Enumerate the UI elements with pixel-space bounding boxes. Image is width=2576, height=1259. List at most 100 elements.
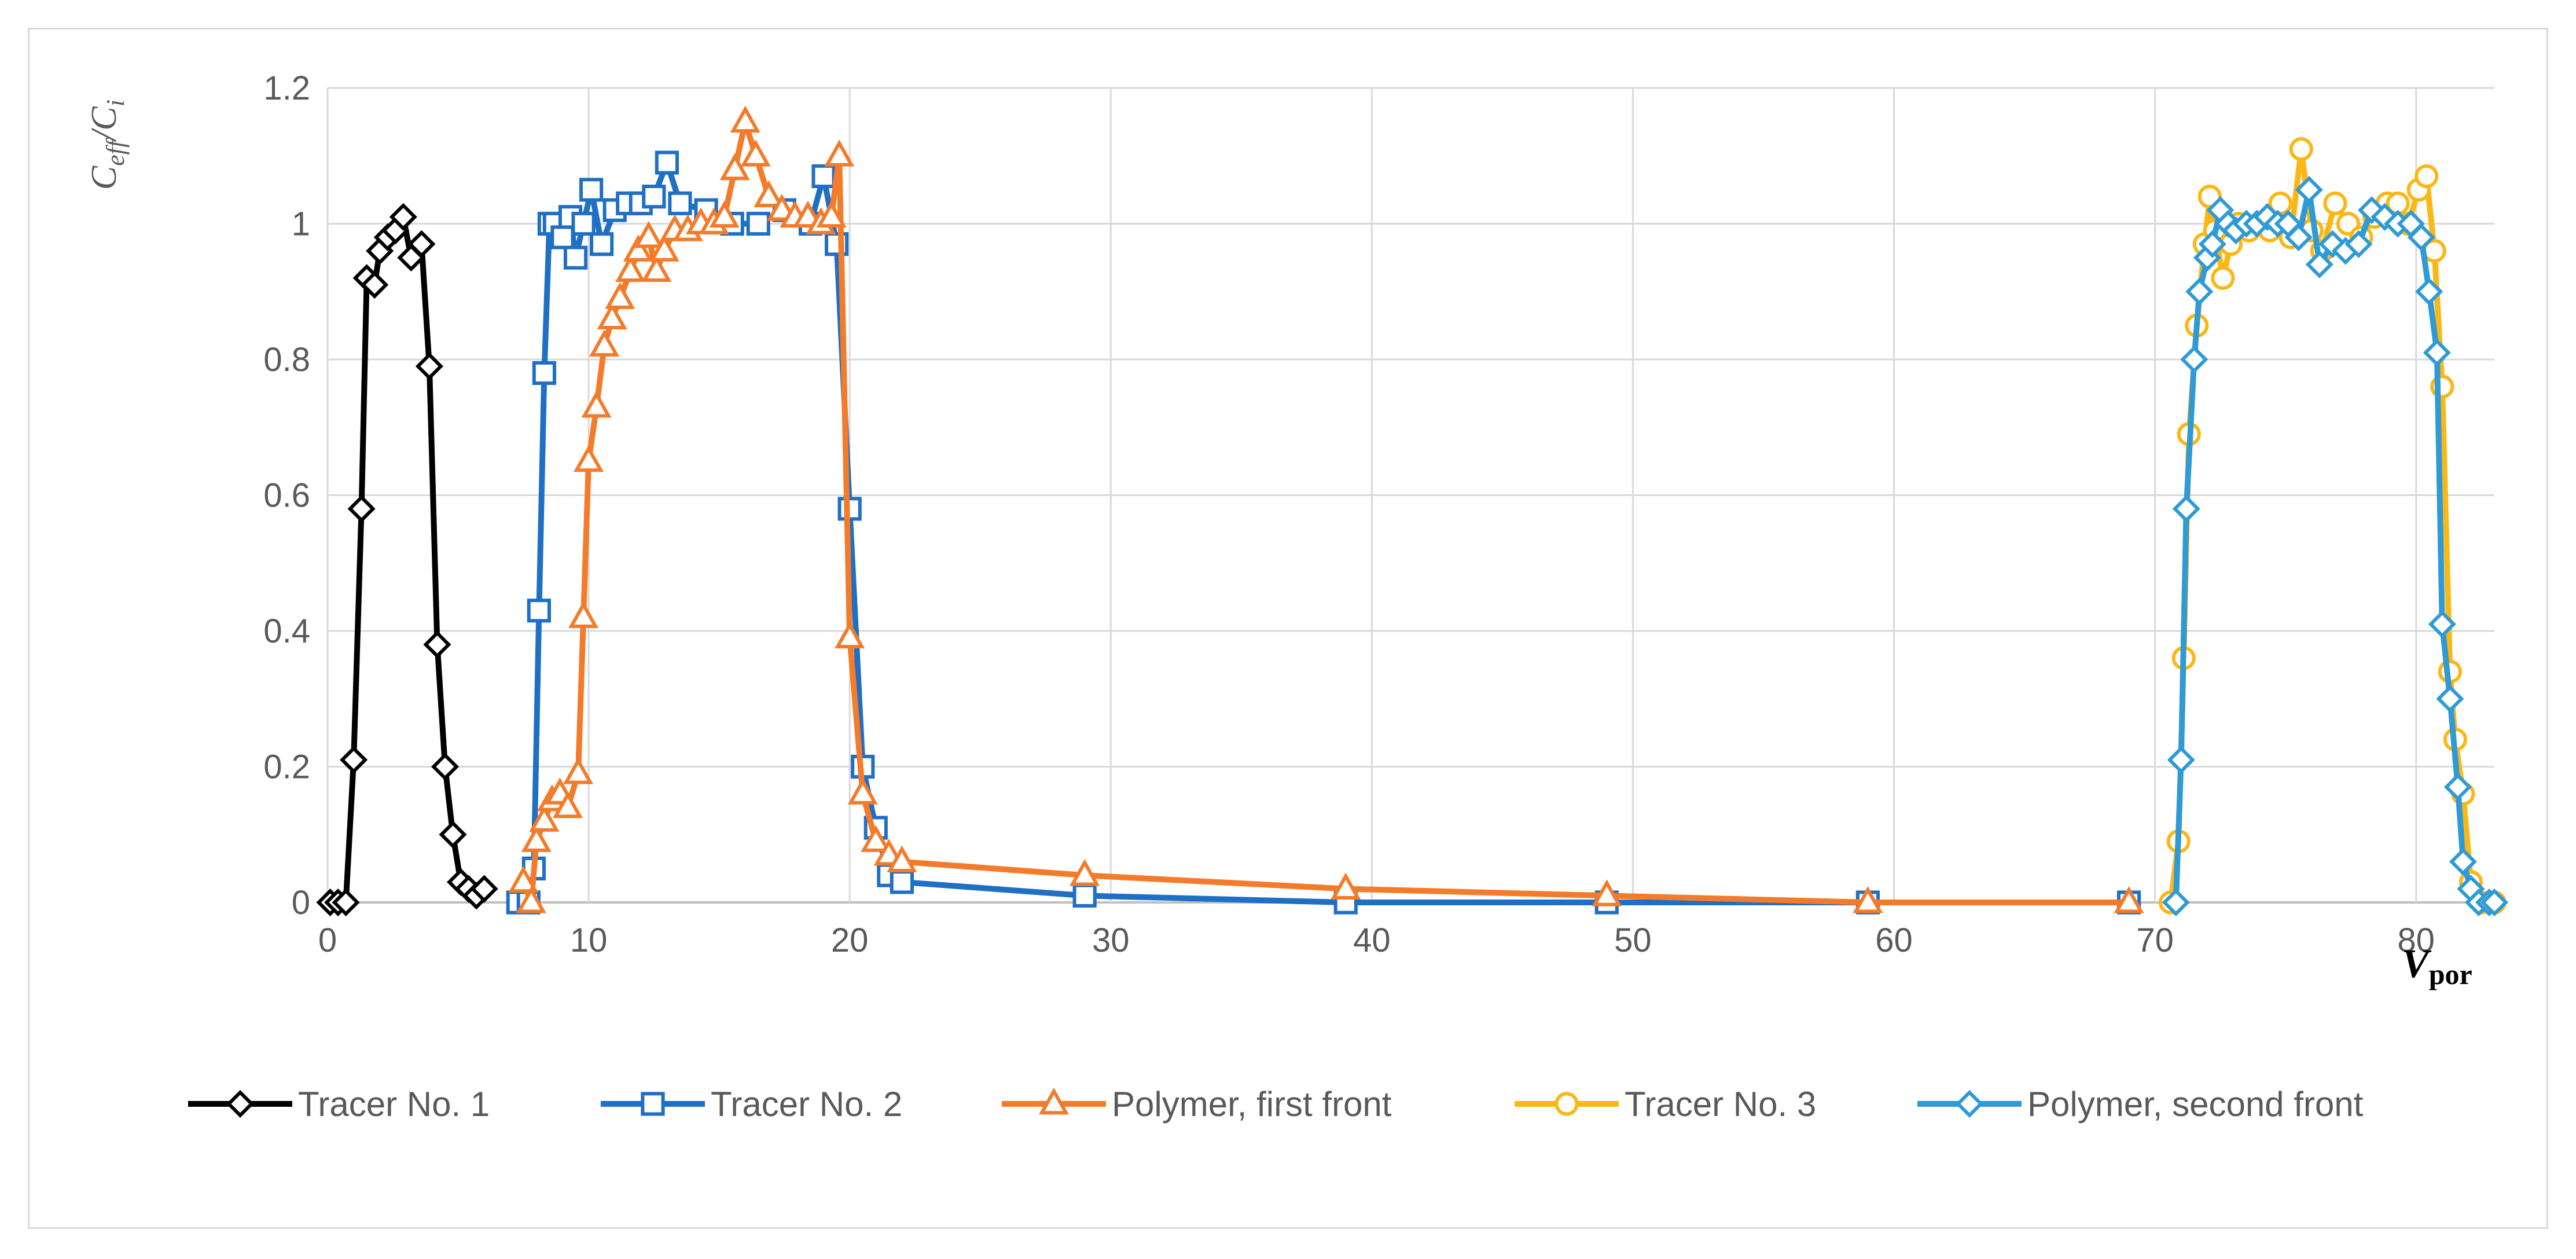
data-point (2357, 196, 2386, 225)
data-point (2449, 847, 2477, 876)
legend-item-1: Tracer No. 1 (188, 1085, 490, 1124)
data-point (563, 757, 594, 784)
data-point (2428, 610, 2456, 638)
data-point (1853, 886, 1883, 913)
data-point (2423, 339, 2451, 367)
data-point (2198, 230, 2226, 258)
x-axis-label-sub: por (2429, 958, 2472, 990)
data-point (2480, 888, 2509, 917)
data-point (2284, 223, 2313, 251)
data-point (615, 255, 646, 282)
data-point (1592, 879, 1622, 906)
data-point (439, 820, 467, 849)
legend-label: Tracer No. 2 (711, 1085, 902, 1124)
data-point (2114, 886, 2144, 913)
data-point (2318, 230, 2347, 258)
data-point (431, 753, 460, 781)
data-point (746, 211, 770, 236)
y-axis-label-main-2: C (84, 107, 124, 131)
legend-marker (1555, 1092, 1579, 1116)
data-point (552, 791, 583, 818)
legend-label: Polymer, first front (1112, 1085, 1392, 1124)
data-point (1070, 858, 1100, 886)
data-point (2172, 494, 2200, 523)
data-point (1331, 872, 1361, 900)
data-point (332, 888, 360, 917)
y-axis-label-sub-num: eff (101, 137, 130, 166)
data-point (521, 825, 552, 852)
data-point (2211, 266, 2235, 290)
data-point (590, 232, 614, 256)
legend-item-2: Tracer No. 2 (601, 1085, 902, 1124)
data-point (347, 494, 376, 523)
y-axis-label-main: C (84, 166, 124, 190)
data-point (1072, 883, 1097, 908)
x-tick-label: 70 (2136, 922, 2174, 959)
data-point (340, 746, 368, 774)
y-axis-ticks: 0 0.2 0.4 0.6 0.8 1 1.2 (263, 69, 310, 922)
data-point (571, 211, 596, 236)
data-point (407, 230, 436, 258)
data-point (2167, 746, 2195, 774)
data-point (668, 191, 692, 215)
data-point (642, 185, 666, 209)
data-point (579, 178, 604, 202)
data-point (633, 221, 664, 248)
data-point (2289, 137, 2313, 161)
legend-label: Tracer No. 3 (1625, 1085, 1816, 1124)
data-point (623, 234, 653, 262)
x-axis-label: Vpor (2402, 942, 2472, 990)
data-point (2295, 175, 2323, 204)
data-point (655, 151, 679, 175)
y-tick-label: 0 (292, 884, 310, 922)
data-point (389, 203, 417, 231)
y-tick-label: 1.2 (263, 69, 310, 107)
series-line (518, 160, 2129, 905)
data-point (2443, 773, 2472, 801)
series-3 (508, 105, 2144, 913)
x-tick-label: 0 (318, 922, 337, 959)
y-tick-label: 0.2 (263, 748, 310, 786)
x-axis-ticks: 0 10 20 30 40 50 60 70 80 (318, 922, 2435, 959)
series-line (520, 119, 2129, 905)
data-point (824, 140, 855, 167)
y-tick-label: 0.6 (263, 477, 310, 515)
data-point (516, 886, 546, 913)
data-point (754, 180, 784, 207)
data-point (887, 845, 917, 873)
data-point (811, 164, 836, 189)
data-point (423, 630, 451, 659)
data-point (597, 302, 627, 330)
legend-item-4: Tracer No. 3 (1515, 1085, 1816, 1124)
data-point (2180, 345, 2208, 374)
data-point (2162, 888, 2190, 917)
legend: Tracer No. 1 Tracer No. 2 Polymer, first f… (188, 1085, 2364, 1124)
data-point (527, 599, 551, 623)
legend-marker (1038, 1087, 1070, 1115)
data-point (470, 875, 498, 903)
data-point (649, 234, 679, 262)
y-tick-label: 0.4 (263, 612, 310, 650)
data-point (581, 390, 612, 418)
data-point (730, 105, 760, 133)
data-point (847, 777, 878, 805)
x-tick-label: 20 (831, 922, 869, 959)
data-point (641, 255, 672, 282)
data-point (861, 825, 891, 852)
data-point (890, 870, 914, 894)
legend-marker (1955, 1089, 1984, 1118)
legend-marker (641, 1092, 665, 1116)
data-point (568, 601, 599, 628)
x-tick-label: 40 (1353, 922, 1391, 959)
x-tick-label: 10 (570, 922, 608, 959)
data-point (574, 445, 604, 472)
data-point (2436, 685, 2464, 713)
y-axis-label-sub-den: i (101, 100, 130, 107)
x-axis-label-main: V (2402, 942, 2432, 986)
data-point (2345, 230, 2373, 258)
data-point (605, 282, 635, 309)
x-tick-label: 60 (1875, 922, 1913, 959)
series-group (316, 105, 2509, 917)
data-point (740, 140, 771, 167)
